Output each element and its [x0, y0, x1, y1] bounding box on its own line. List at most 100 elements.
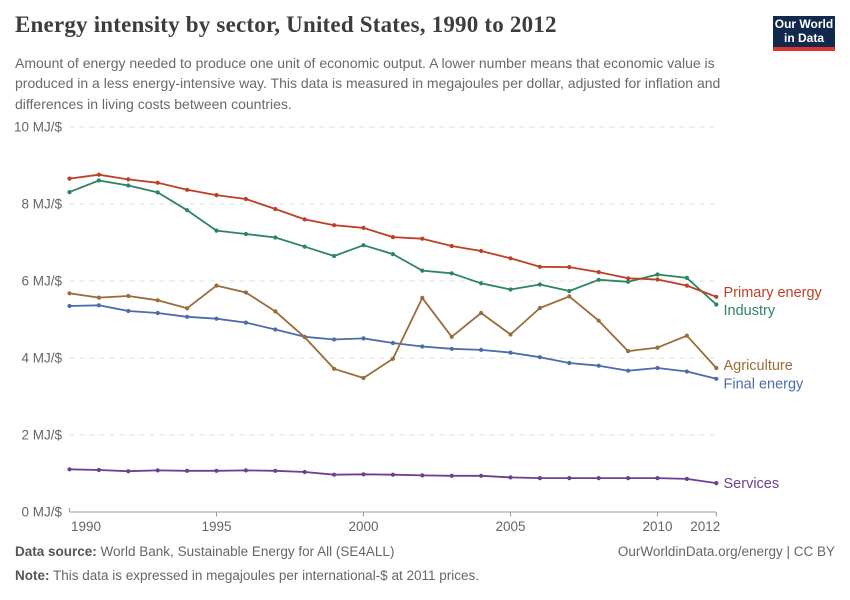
data-point-final-energy[interactable]: [185, 314, 190, 319]
data-point-final-energy[interactable]: [655, 365, 660, 371]
data-point-agriculture[interactable]: [185, 306, 190, 311]
data-point-agriculture[interactable]: [449, 334, 454, 339]
data-point-agriculture[interactable]: [243, 290, 248, 295]
data-point-final-energy[interactable]: [67, 303, 72, 309]
data-point-industry[interactable]: [96, 178, 101, 183]
data-point-primary-energy[interactable]: [684, 283, 690, 288]
data-point-primary-energy[interactable]: [596, 270, 601, 275]
data-point-agriculture[interactable]: [567, 294, 572, 299]
data-point-industry[interactable]: [596, 277, 601, 282]
data-point-final-energy[interactable]: [537, 355, 543, 360]
data-point-agriculture[interactable]: [390, 356, 395, 361]
data-point-final-energy[interactable]: [714, 376, 719, 381]
data-point-industry[interactable]: [332, 253, 337, 259]
data-point-agriculture[interactable]: [508, 332, 513, 337]
data-point-final-energy[interactable]: [508, 350, 513, 355]
data-point-primary-energy[interactable]: [214, 193, 219, 198]
credit-link[interactable]: OurWorldinData.org/energy | CC BY: [617, 544, 835, 559]
data-point-industry[interactable]: [508, 287, 513, 292]
data-point-agriculture[interactable]: [214, 283, 219, 288]
data-point-services[interactable]: [655, 476, 660, 481]
data-point-primary-energy[interactable]: [96, 172, 101, 177]
data-point-services[interactable]: [449, 473, 454, 478]
data-point-primary-energy[interactable]: [508, 256, 513, 261]
data-point-industry[interactable]: [185, 208, 190, 213]
data-point-primary-energy[interactable]: [155, 180, 160, 185]
data-point-agriculture[interactable]: [126, 293, 131, 299]
data-point-primary-energy[interactable]: [626, 276, 631, 281]
data-point-primary-energy[interactable]: [420, 236, 425, 241]
data-point-services[interactable]: [567, 476, 572, 481]
data-point-agriculture[interactable]: [714, 365, 719, 371]
series-label-industry[interactable]: Industry: [724, 303, 776, 319]
data-point-agriculture[interactable]: [655, 345, 660, 350]
data-point-services[interactable]: [67, 467, 72, 472]
data-point-industry[interactable]: [714, 302, 719, 307]
data-point-services[interactable]: [361, 472, 366, 477]
data-point-agriculture[interactable]: [302, 335, 307, 340]
data-point-services[interactable]: [714, 481, 719, 486]
data-point-primary-energy[interactable]: [302, 217, 307, 222]
data-point-primary-energy[interactable]: [273, 206, 278, 212]
data-point-agriculture[interactable]: [67, 291, 72, 296]
data-point-services[interactable]: [214, 468, 219, 473]
data-point-final-energy[interactable]: [243, 320, 248, 325]
data-point-industry[interactable]: [155, 190, 160, 195]
data-point-services[interactable]: [302, 469, 307, 475]
data-point-final-energy[interactable]: [214, 316, 219, 321]
data-point-services[interactable]: [96, 467, 101, 473]
series-line-industry[interactable]: [68, 179, 718, 306]
data-point-final-energy[interactable]: [567, 360, 572, 366]
data-point-services[interactable]: [185, 468, 190, 473]
data-point-final-energy[interactable]: [332, 337, 337, 342]
data-point-services[interactable]: [684, 476, 690, 481]
data-point-primary-energy[interactable]: [537, 264, 543, 269]
data-point-industry[interactable]: [390, 252, 395, 257]
data-point-final-energy[interactable]: [449, 346, 454, 351]
data-point-services[interactable]: [479, 473, 484, 478]
data-point-industry[interactable]: [361, 243, 366, 248]
data-point-agriculture[interactable]: [684, 333, 690, 338]
data-point-primary-energy[interactable]: [67, 176, 72, 181]
data-point-industry[interactable]: [567, 288, 572, 294]
data-point-primary-energy[interactable]: [243, 196, 248, 202]
data-point-agriculture[interactable]: [332, 366, 337, 371]
series-label-final-energy[interactable]: Final energy: [724, 376, 805, 392]
data-point-primary-energy[interactable]: [361, 225, 366, 230]
data-point-agriculture[interactable]: [96, 295, 101, 300]
data-point-primary-energy[interactable]: [126, 177, 131, 182]
data-point-final-energy[interactable]: [596, 363, 601, 368]
data-point-services[interactable]: [332, 472, 337, 477]
data-point-industry[interactable]: [214, 228, 219, 233]
data-point-primary-energy[interactable]: [390, 235, 395, 240]
data-point-final-energy[interactable]: [390, 340, 395, 346]
data-point-industry[interactable]: [479, 281, 484, 286]
data-point-final-energy[interactable]: [361, 336, 366, 341]
data-point-primary-energy[interactable]: [332, 223, 337, 228]
series-line-agriculture[interactable]: [68, 284, 718, 379]
data-point-final-energy[interactable]: [479, 347, 484, 352]
data-point-primary-energy[interactable]: [567, 265, 572, 270]
data-point-final-energy[interactable]: [684, 369, 690, 374]
data-point-agriculture[interactable]: [537, 305, 543, 311]
data-point-industry[interactable]: [420, 268, 425, 273]
data-point-services[interactable]: [596, 476, 601, 481]
data-point-industry[interactable]: [537, 282, 543, 287]
data-point-services[interactable]: [390, 472, 395, 477]
data-point-agriculture[interactable]: [155, 298, 160, 303]
data-point-final-energy[interactable]: [155, 310, 160, 316]
data-point-industry[interactable]: [302, 244, 307, 249]
data-point-industry[interactable]: [67, 190, 72, 195]
data-point-agriculture[interactable]: [626, 349, 631, 354]
data-point-services[interactable]: [155, 468, 160, 473]
data-point-services[interactable]: [508, 475, 513, 480]
data-point-agriculture[interactable]: [273, 309, 278, 314]
data-point-primary-energy[interactable]: [479, 248, 484, 254]
data-point-final-energy[interactable]: [273, 327, 278, 332]
data-point-services[interactable]: [420, 473, 425, 478]
data-point-final-energy[interactable]: [126, 308, 131, 314]
series-label-agriculture[interactable]: Agriculture: [724, 358, 793, 374]
data-point-final-energy[interactable]: [96, 303, 101, 308]
data-point-industry[interactable]: [655, 272, 660, 277]
data-point-final-energy[interactable]: [420, 344, 425, 349]
